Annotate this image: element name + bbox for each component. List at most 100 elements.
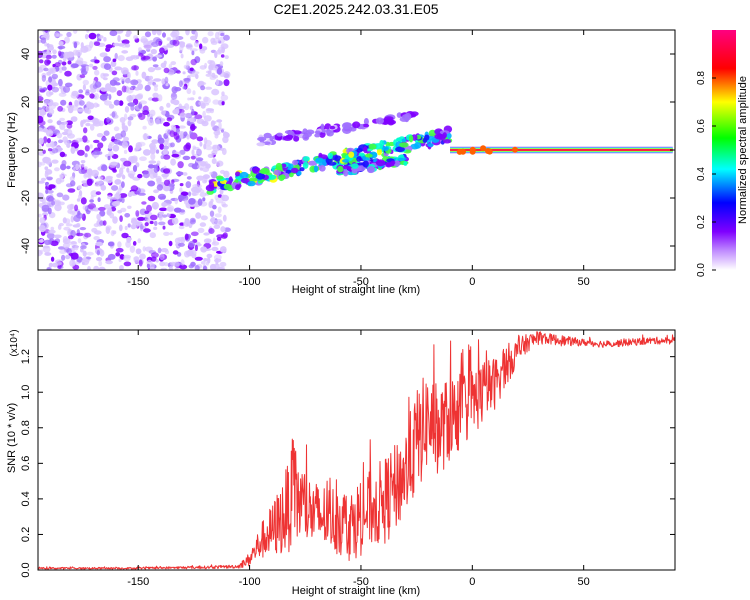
noise-blob xyxy=(164,76,169,84)
noise-blob xyxy=(38,180,45,184)
noise-blob xyxy=(83,127,88,134)
noise-blob xyxy=(118,100,124,106)
ridge-blob xyxy=(434,133,444,140)
noise-blob xyxy=(92,207,100,212)
noise-blob xyxy=(85,65,89,72)
noise-blob xyxy=(152,92,159,98)
noise-blob xyxy=(195,241,201,246)
noise-blob xyxy=(203,102,210,106)
noise-blob xyxy=(44,166,49,171)
noise-blob xyxy=(95,241,104,247)
noise-blob xyxy=(97,142,104,149)
ridge-blob xyxy=(239,171,249,179)
noise-blob xyxy=(53,234,62,239)
noise-blob xyxy=(125,30,132,35)
noise-blob xyxy=(42,212,48,217)
noise-blob xyxy=(132,241,137,246)
noise-blob xyxy=(114,52,118,60)
noise-blob xyxy=(189,97,195,101)
noise-blob xyxy=(216,266,225,270)
noise-blob xyxy=(78,194,83,200)
noise-blob xyxy=(92,65,98,70)
x-tick-label: -150 xyxy=(127,276,149,288)
noise-blob xyxy=(180,191,189,196)
steady-line-node xyxy=(480,145,487,152)
noise-blob xyxy=(71,90,79,97)
noise-blob xyxy=(198,100,205,106)
noise-blob xyxy=(88,32,97,40)
ridge-blob xyxy=(314,133,321,138)
noise-blob xyxy=(65,128,73,137)
ridge-blob xyxy=(299,167,305,172)
noise-blob xyxy=(70,215,75,223)
noise-blob xyxy=(113,99,120,106)
noise-blob xyxy=(174,197,179,205)
noise-blob xyxy=(127,223,131,228)
noise-blob xyxy=(184,112,193,119)
noise-blob xyxy=(56,132,63,139)
ridge-blob xyxy=(318,165,326,172)
noise-blob xyxy=(216,67,223,75)
noise-blob xyxy=(64,218,71,225)
noise-blob xyxy=(89,93,95,99)
noise-blob xyxy=(156,30,162,36)
noise-blob xyxy=(184,103,190,111)
noise-blob xyxy=(135,248,142,255)
noise-blob xyxy=(48,229,56,234)
y-tick-label: 0.6 xyxy=(20,456,32,471)
noise-blob xyxy=(38,137,44,145)
noise-blob xyxy=(39,89,46,93)
noise-blob xyxy=(107,241,115,247)
ridge-blob xyxy=(276,132,283,137)
noise-blob xyxy=(92,84,98,89)
noise-blob xyxy=(155,259,159,263)
noise-blob xyxy=(121,174,126,180)
y-tick-label: 0 xyxy=(20,147,32,153)
ridge-blob xyxy=(375,159,386,167)
noise-blob xyxy=(119,117,126,123)
noise-blob xyxy=(130,223,137,230)
noise-blob xyxy=(157,94,163,102)
noise-blob xyxy=(83,173,88,179)
noise-blob xyxy=(87,266,91,270)
noise-blob xyxy=(219,246,227,253)
noise-blob xyxy=(86,108,92,115)
noise-blob xyxy=(191,253,197,259)
noise-blob xyxy=(203,238,212,244)
noise-blob xyxy=(103,63,112,70)
noise-blob xyxy=(155,175,162,182)
noise-blob xyxy=(121,50,129,54)
noise-blob xyxy=(99,94,108,101)
noise-blob xyxy=(149,232,156,239)
ridge-blob xyxy=(307,160,318,166)
noise-blob xyxy=(99,210,106,217)
colorbar-tick-label: 0.2 xyxy=(696,215,707,229)
noise-blob xyxy=(89,124,95,131)
noise-blob xyxy=(67,235,74,240)
noise-blob xyxy=(195,187,203,191)
noise-blob xyxy=(221,147,227,156)
noise-blob xyxy=(116,173,122,178)
ridge-blob xyxy=(414,142,422,149)
noise-blob xyxy=(180,259,185,266)
noise-blob xyxy=(142,171,150,179)
ridge-blob xyxy=(341,153,348,157)
noise-blob xyxy=(46,35,50,41)
ridge-blob xyxy=(314,130,321,135)
noise-blob xyxy=(211,150,218,156)
ridge-blob xyxy=(384,116,394,121)
ridge-blob xyxy=(313,165,319,173)
noise-blob xyxy=(47,84,53,91)
y-tick-label: 40 xyxy=(20,48,32,60)
noise-blob xyxy=(179,264,188,270)
noise-blob xyxy=(179,149,186,155)
noise-blob xyxy=(61,254,66,261)
noise-blob xyxy=(62,56,67,62)
noise-blob xyxy=(195,212,202,219)
ridge-blob xyxy=(342,165,352,170)
noise-blob xyxy=(179,183,184,187)
ridge-blob xyxy=(329,125,336,130)
noise-blob xyxy=(89,144,93,149)
noise-blob xyxy=(195,73,199,80)
noise-blob xyxy=(85,122,91,127)
